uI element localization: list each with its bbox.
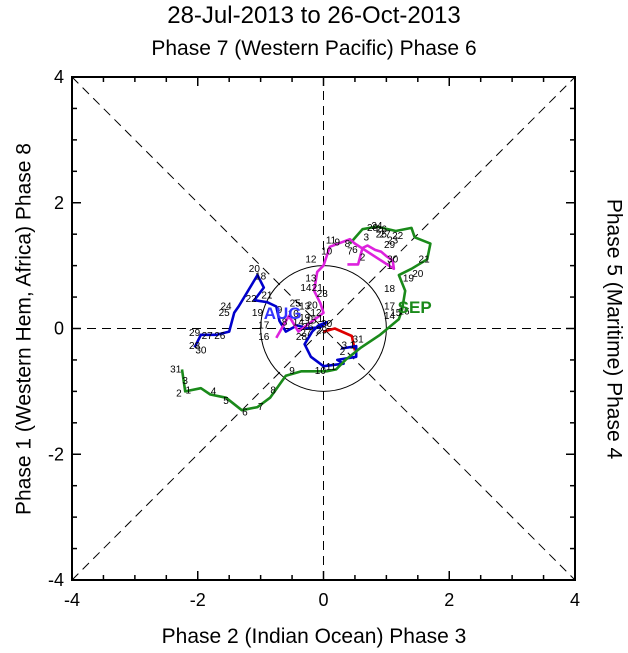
day-label: 22: [392, 231, 404, 242]
day-label: 19: [403, 273, 415, 284]
day-label: 6: [352, 245, 358, 256]
day-label: 18: [255, 271, 267, 282]
day-label: 16: [258, 332, 270, 343]
day-label: 8: [345, 239, 351, 250]
x-tick-label: 2: [444, 590, 454, 610]
day-label: 1: [318, 314, 324, 325]
x-tick-label: 4: [570, 590, 580, 610]
day-label: 20: [249, 264, 261, 275]
day-label: 26: [302, 322, 314, 333]
day-label: 1: [350, 341, 356, 352]
series-line: [323, 327, 357, 351]
day-label: 3: [182, 376, 188, 387]
day-label: 12: [310, 308, 322, 319]
day-label: 12: [305, 254, 317, 265]
day-label: 26: [214, 331, 226, 342]
day-label: 4: [211, 387, 217, 398]
day-label: 20: [412, 269, 424, 280]
day-label: 8: [270, 385, 276, 396]
day-label: 14: [384, 311, 396, 322]
day-label: 25: [376, 229, 388, 240]
day-label: 28: [367, 223, 379, 234]
day-label: 24: [220, 302, 232, 313]
day-label: 21: [261, 290, 273, 301]
x-axis-label: Phase 2 (Indian Ocean) Phase 3: [161, 625, 467, 648]
top-axis-label: Phase 7 (Western Pacific) Phase 6: [151, 37, 477, 60]
day-label: 10: [321, 246, 333, 257]
day-label: 24: [371, 221, 383, 232]
month-label: SEP: [398, 298, 432, 317]
day-label: 29: [384, 240, 396, 251]
day-label: 1: [186, 385, 192, 396]
day-label: 3: [341, 341, 347, 352]
day-label: 29: [189, 328, 201, 339]
day-label: 2: [340, 347, 346, 358]
day-label: 23: [387, 236, 399, 247]
day-label: 9: [277, 305, 283, 316]
day-label: 27: [380, 229, 392, 240]
day-label: 17: [384, 302, 396, 313]
day-label: 5: [223, 396, 229, 407]
day-label: 18: [384, 284, 396, 295]
day-label: 27: [202, 331, 214, 342]
day-label: 7: [347, 246, 353, 257]
x-tick-label: -4: [64, 590, 80, 610]
day-label: 19: [299, 313, 311, 324]
day-label: 2: [360, 253, 366, 264]
day-label: 8: [282, 317, 288, 328]
day-label: 2: [176, 388, 182, 399]
day-label: 9: [289, 366, 295, 377]
day-label: 10: [315, 366, 327, 377]
day-label: 30: [387, 254, 399, 265]
day-label: 16: [398, 307, 410, 318]
day-label: 10: [288, 309, 300, 320]
y-tick-label: 2: [54, 193, 64, 213]
day-label: 14: [300, 283, 312, 294]
day-label: 23: [317, 289, 329, 300]
day-label: 15: [390, 308, 402, 319]
y-tick-label: 4: [54, 67, 64, 87]
day-label: 21: [312, 283, 324, 294]
day-label: 11: [326, 362, 337, 373]
series-line: [275, 237, 396, 339]
diagonal-divider: [71, 76, 576, 581]
y-tick-label: -2: [48, 444, 64, 464]
month-label: AUG: [264, 304, 302, 323]
day-label: 19: [252, 308, 264, 319]
day-label: 13: [299, 302, 311, 313]
day-label: 6: [242, 407, 248, 418]
y-tick-label: 0: [54, 319, 64, 339]
day-label: 14: [293, 317, 305, 328]
day-label: 29: [316, 326, 328, 337]
day-label: 15: [305, 315, 317, 326]
x-tick-label: 0: [318, 590, 328, 610]
chart-title: 28-Jul-2013 to 26-Oct-2013: [167, 2, 461, 29]
day-label: 28: [189, 341, 201, 352]
day-label: 17: [258, 321, 270, 332]
x-tick-label: -2: [190, 590, 206, 610]
day-label: 7: [258, 402, 264, 413]
day-label: 1: [387, 261, 393, 272]
day-label: 21: [419, 254, 431, 265]
diagonal-divider: [71, 76, 576, 581]
day-label: 9: [335, 238, 341, 249]
day-label: 27: [300, 328, 312, 339]
day-label: 31: [353, 334, 365, 345]
day-label: 30: [321, 319, 333, 330]
day-label: 25: [219, 308, 231, 319]
y-tick-label: -4: [48, 570, 64, 590]
day-label: 3: [363, 232, 369, 243]
series-line: [180, 225, 432, 412]
day-label: 28: [296, 332, 308, 343]
day-label: 31: [170, 365, 182, 376]
day-label: 25: [290, 298, 302, 309]
day-label: 20: [307, 300, 319, 311]
day-label: 11: [326, 236, 337, 247]
day-label: 13: [305, 273, 317, 284]
series-line: [193, 273, 358, 368]
day-label: 30: [195, 346, 207, 357]
day-label: 26: [376, 224, 388, 235]
day-label: 22: [246, 294, 258, 305]
